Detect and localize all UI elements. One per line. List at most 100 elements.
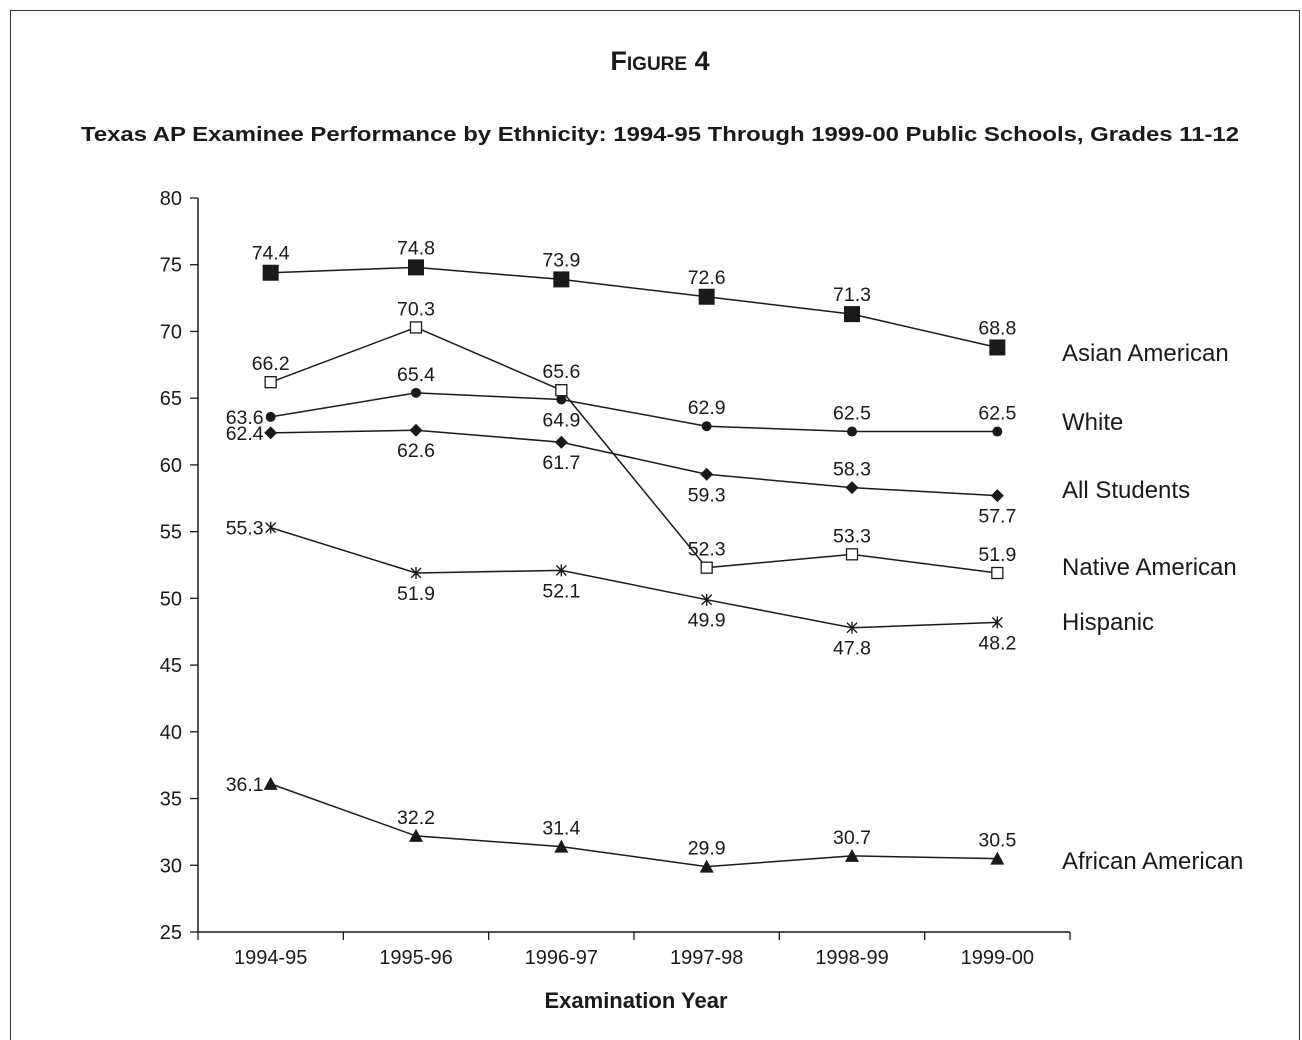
x-axis-label: Examination Year: [544, 988, 727, 1013]
data-point: [265, 411, 276, 422]
data-label: 66.2: [252, 353, 290, 375]
legend-label: Hispanic: [1062, 609, 1154, 636]
data-label: 62.5: [833, 403, 871, 425]
data-label: 57.7: [978, 506, 1016, 528]
data-label: 63.6: [226, 407, 264, 429]
series-hispanic: 55.3 51.9 52.1 49.9 47.8 48.2: [226, 518, 1017, 660]
axes: 25 30 35 40 45 50 55 60 65 70 75 80 1994-95 1995-96 19…: [160, 188, 1071, 969]
data-label: 68.8: [978, 317, 1016, 339]
data-label: 30.7: [833, 827, 871, 849]
data-point: [991, 566, 1004, 580]
x-tick-label: 1995-96: [379, 947, 452, 969]
legend-label: African American: [1062, 848, 1243, 875]
legend-label: White: [1062, 409, 1123, 436]
x-tick-label: 1996-97: [525, 947, 598, 969]
legend-label: Asian American: [1062, 340, 1229, 367]
data-point: [408, 259, 424, 276]
data-label: 71.3: [833, 284, 871, 306]
data-point: [991, 616, 1003, 629]
data-label: 62.5: [978, 403, 1016, 425]
data-point: [554, 435, 568, 449]
data-point: [698, 288, 715, 305]
data-label: 73.9: [542, 249, 580, 271]
legend-label: All Students: [1062, 477, 1190, 504]
data-point: [844, 306, 860, 323]
data-point: [556, 394, 567, 405]
data-label: 72.6: [688, 267, 726, 289]
data-point: [700, 561, 713, 574]
data-label: 30.5: [978, 830, 1016, 852]
data-label: 74.4: [252, 243, 290, 265]
data-label: 51.9: [397, 583, 435, 605]
data-label: 62.4: [226, 423, 264, 445]
data-label: 58.3: [833, 459, 871, 481]
y-tick-label: 35: [160, 789, 182, 811]
data-label: 62.9: [688, 397, 726, 419]
data-label: 74.8: [397, 237, 435, 259]
y-tick-label: 25: [160, 922, 182, 944]
x-tick-label: 1997-98: [670, 947, 743, 969]
data-point: [553, 271, 570, 288]
series-line: [270, 526, 998, 629]
y-tick-label: 75: [160, 255, 182, 277]
series-line: [270, 266, 998, 349]
data-point: [264, 426, 278, 440]
data-point: [699, 859, 714, 873]
data-label: 36.1: [226, 774, 264, 796]
series-asian-american: 74.4 74.8 73.9 72.6 71.3 68.8: [252, 237, 1016, 356]
data-point: [409, 828, 423, 842]
y-tick-label: 55: [160, 522, 182, 544]
data-point: [554, 839, 569, 853]
data-label: 48.2: [978, 632, 1016, 654]
data-point: [409, 423, 423, 437]
series-african-american: 36.1 32.2 31.4 29.9 30.7 30.5: [226, 774, 1016, 873]
data-point: [701, 421, 712, 432]
y-tick-label: 40: [160, 722, 182, 744]
y-tick-label: 50: [160, 588, 182, 610]
data-label: 32.2: [397, 807, 435, 829]
y-tick-label: 45: [160, 655, 182, 677]
series-line: [270, 326, 998, 574]
data-point: [411, 387, 421, 398]
series-line: [270, 392, 998, 433]
data-label: 65.4: [397, 364, 435, 386]
data-label: 59.3: [688, 484, 726, 506]
data-label: 49.9: [688, 610, 726, 632]
data-point: [847, 426, 857, 437]
y-tick-label: 80: [160, 188, 182, 210]
data-label: 55.3: [226, 518, 264, 540]
legend-label: Native American: [1062, 554, 1237, 581]
y-tick-label: 60: [160, 455, 182, 477]
data-label: 31.4: [542, 818, 580, 840]
chart-title: Texas AP Examinee Performance by Ethnici…: [81, 123, 1239, 146]
data-point: [262, 264, 279, 281]
data-point: [409, 321, 423, 334]
data-point: [845, 548, 859, 561]
figure-label: Figure 4: [610, 46, 709, 76]
data-label: 47.8: [833, 638, 871, 660]
data-point: [845, 848, 859, 862]
x-tick-label: 1998-99: [815, 947, 888, 969]
data-label: 65.6: [542, 361, 580, 383]
series-native-american: 66.2 70.3 65.6 52.3 53.3 51.9: [252, 298, 1016, 580]
data-point: [265, 521, 277, 534]
data-label: 51.9: [978, 544, 1016, 566]
series-all-students: 62.4 62.6 61.7 59.3 58.3 57.7: [226, 423, 1017, 528]
data-label: 53.3: [833, 525, 871, 547]
series-line: [270, 783, 998, 868]
series-layer: 74.4 74.8 73.9 72.6 71.3 68.8 63.6 65.4 64.9 62.9…: [226, 237, 1244, 875]
data-label: 61.7: [542, 452, 580, 474]
data-point: [845, 481, 859, 495]
data-point: [555, 564, 567, 577]
data-point: [410, 567, 422, 580]
data-point: [701, 593, 713, 606]
x-tick-label: 1994-95: [234, 947, 307, 969]
data-point: [989, 339, 1006, 356]
data-label: 70.3: [397, 298, 435, 320]
data-label: 29.9: [688, 838, 726, 860]
x-tick-label: 1999-00: [961, 947, 1034, 969]
data-point: [700, 467, 714, 481]
y-tick-label: 30: [160, 855, 182, 877]
data-point: [990, 489, 1004, 503]
